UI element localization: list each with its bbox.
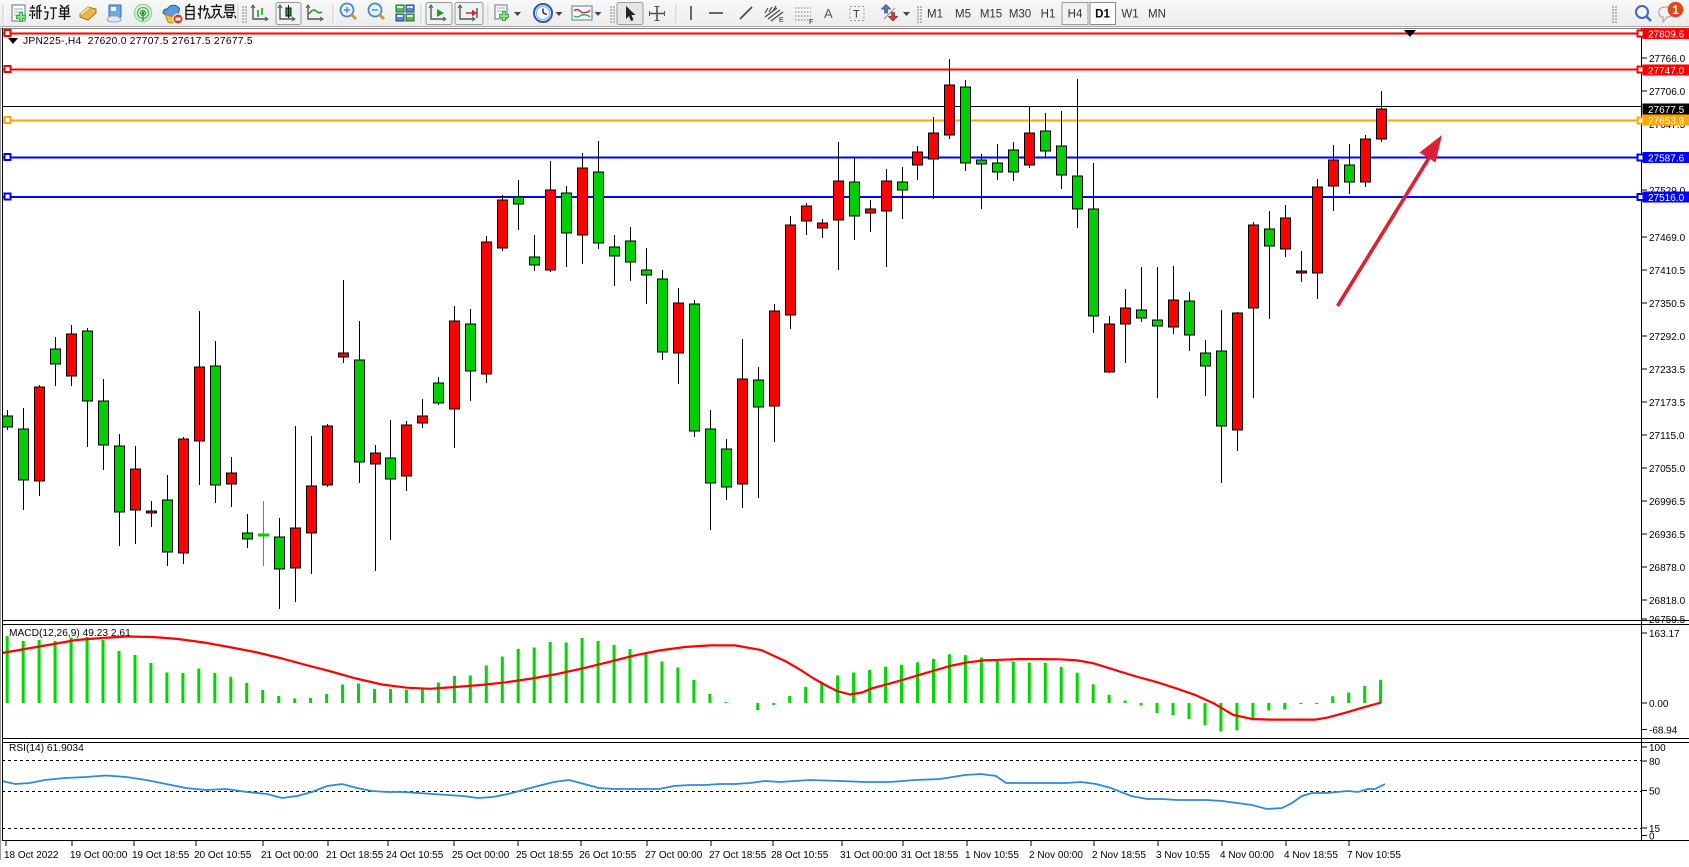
- svg-text:H1: H1: [1041, 9, 1056, 21]
- svg-text:RSI(14) 61.9034: RSI(14) 61.9034: [9, 743, 84, 754]
- svg-text:19 Oct 18:55: 19 Oct 18:55: [132, 850, 190, 861]
- svg-text:21 Oct 00:00: 21 Oct 00:00: [261, 850, 319, 861]
- svg-text:18 Oct 2022: 18 Oct 2022: [4, 850, 59, 861]
- svg-text:27653.9: 27653.9: [1648, 116, 1685, 127]
- svg-text:27706.0: 27706.0: [1649, 87, 1686, 98]
- svg-text:0.00: 0.00: [1649, 699, 1669, 710]
- svg-text:27115.0: 27115.0: [1649, 431, 1685, 442]
- svg-text:80: 80: [1649, 757, 1661, 768]
- svg-text:31 Oct 00:00: 31 Oct 00:00: [840, 850, 898, 861]
- svg-text:27 Oct 00:00: 27 Oct 00:00: [645, 850, 703, 861]
- svg-text:27809.6: 27809.6: [1648, 29, 1685, 40]
- svg-text:50: 50: [1649, 787, 1661, 798]
- svg-text:1: 1: [1672, 3, 1679, 17]
- svg-text:21 Oct 18:55: 21 Oct 18:55: [326, 850, 384, 861]
- svg-text:28 Oct 10:55: 28 Oct 10:55: [771, 850, 829, 861]
- svg-text:27292.0: 27292.0: [1649, 332, 1686, 343]
- svg-text:MACD(12,26,9) 49.23 2.61: MACD(12,26,9) 49.23 2.61: [9, 628, 131, 639]
- svg-text:MN: MN: [1148, 9, 1166, 21]
- svg-text:27677.5: 27677.5: [1648, 105, 1685, 116]
- svg-text:26818.0: 26818.0: [1649, 596, 1686, 607]
- svg-text:M30: M30: [1009, 9, 1031, 21]
- svg-text:25 Oct 00:00: 25 Oct 00:00: [452, 850, 510, 861]
- svg-text:26996.5: 26996.5: [1649, 497, 1686, 508]
- svg-text:W1: W1: [1121, 9, 1138, 21]
- svg-text:H4: H4: [1068, 9, 1083, 21]
- svg-text:26 Oct 10:55: 26 Oct 10:55: [579, 850, 637, 861]
- svg-text:25 Oct 18:55: 25 Oct 18:55: [516, 850, 574, 861]
- svg-text:-68.94: -68.94: [1649, 726, 1678, 737]
- svg-text:163.17: 163.17: [1649, 629, 1680, 640]
- svg-text:27173.5: 27173.5: [1649, 398, 1686, 409]
- svg-text:2 Nov 18:55: 2 Nov 18:55: [1092, 850, 1146, 861]
- svg-text:24 Oct 10:55: 24 Oct 10:55: [386, 850, 444, 861]
- svg-text:JPN225-,H4 27620.0 27707.5 27: JPN225-,H4 27620.0 27707.5 27617.5 27677…: [23, 36, 253, 47]
- svg-text:20 Oct 10:55: 20 Oct 10:55: [194, 850, 252, 861]
- svg-text:15: 15: [1649, 824, 1661, 835]
- svg-text:M1: M1: [927, 9, 943, 21]
- svg-text:19 Oct 00:00: 19 Oct 00:00: [70, 850, 128, 861]
- svg-text:1 Nov 10:55: 1 Nov 10:55: [965, 850, 1019, 861]
- svg-text:27766.0: 27766.0: [1649, 54, 1686, 65]
- svg-text:E: E: [779, 17, 784, 24]
- svg-text:26878.0: 26878.0: [1649, 563, 1686, 574]
- svg-text:4 Nov 18:55: 4 Nov 18:55: [1284, 850, 1338, 861]
- svg-text:27350.5: 27350.5: [1649, 299, 1686, 310]
- svg-text:27055.0: 27055.0: [1649, 464, 1686, 475]
- svg-text:26936.5: 26936.5: [1649, 530, 1686, 541]
- svg-text:26759.5: 26759.5: [1649, 615, 1686, 626]
- svg-text:27587.6: 27587.6: [1648, 153, 1685, 164]
- svg-text:7 Nov 10:55: 7 Nov 10:55: [1347, 850, 1401, 861]
- svg-text:M15: M15: [980, 9, 1002, 21]
- svg-text:27469.0: 27469.0: [1649, 233, 1686, 244]
- svg-text:3 Nov 10:55: 3 Nov 10:55: [1156, 850, 1210, 861]
- svg-text:100: 100: [1649, 743, 1666, 754]
- svg-text:T: T: [853, 9, 860, 21]
- svg-text:27410.5: 27410.5: [1649, 266, 1686, 277]
- svg-text:27516.0: 27516.0: [1648, 193, 1685, 204]
- svg-text:0: 0: [1649, 832, 1655, 843]
- svg-text:27747.0: 27747.0: [1648, 66, 1685, 77]
- svg-text:2 Nov 00:00: 2 Nov 00:00: [1029, 850, 1083, 861]
- svg-text:M5: M5: [955, 9, 971, 21]
- svg-text:27 Oct 18:55: 27 Oct 18:55: [709, 850, 767, 861]
- svg-text:F: F: [809, 19, 813, 26]
- svg-text:31 Oct 18:55: 31 Oct 18:55: [901, 850, 959, 861]
- svg-text:D1: D1: [1095, 9, 1110, 21]
- svg-text:27233.5: 27233.5: [1649, 365, 1686, 376]
- svg-text:A: A: [824, 6, 833, 21]
- svg-text:4 Nov 00:00: 4 Nov 00:00: [1220, 850, 1274, 861]
